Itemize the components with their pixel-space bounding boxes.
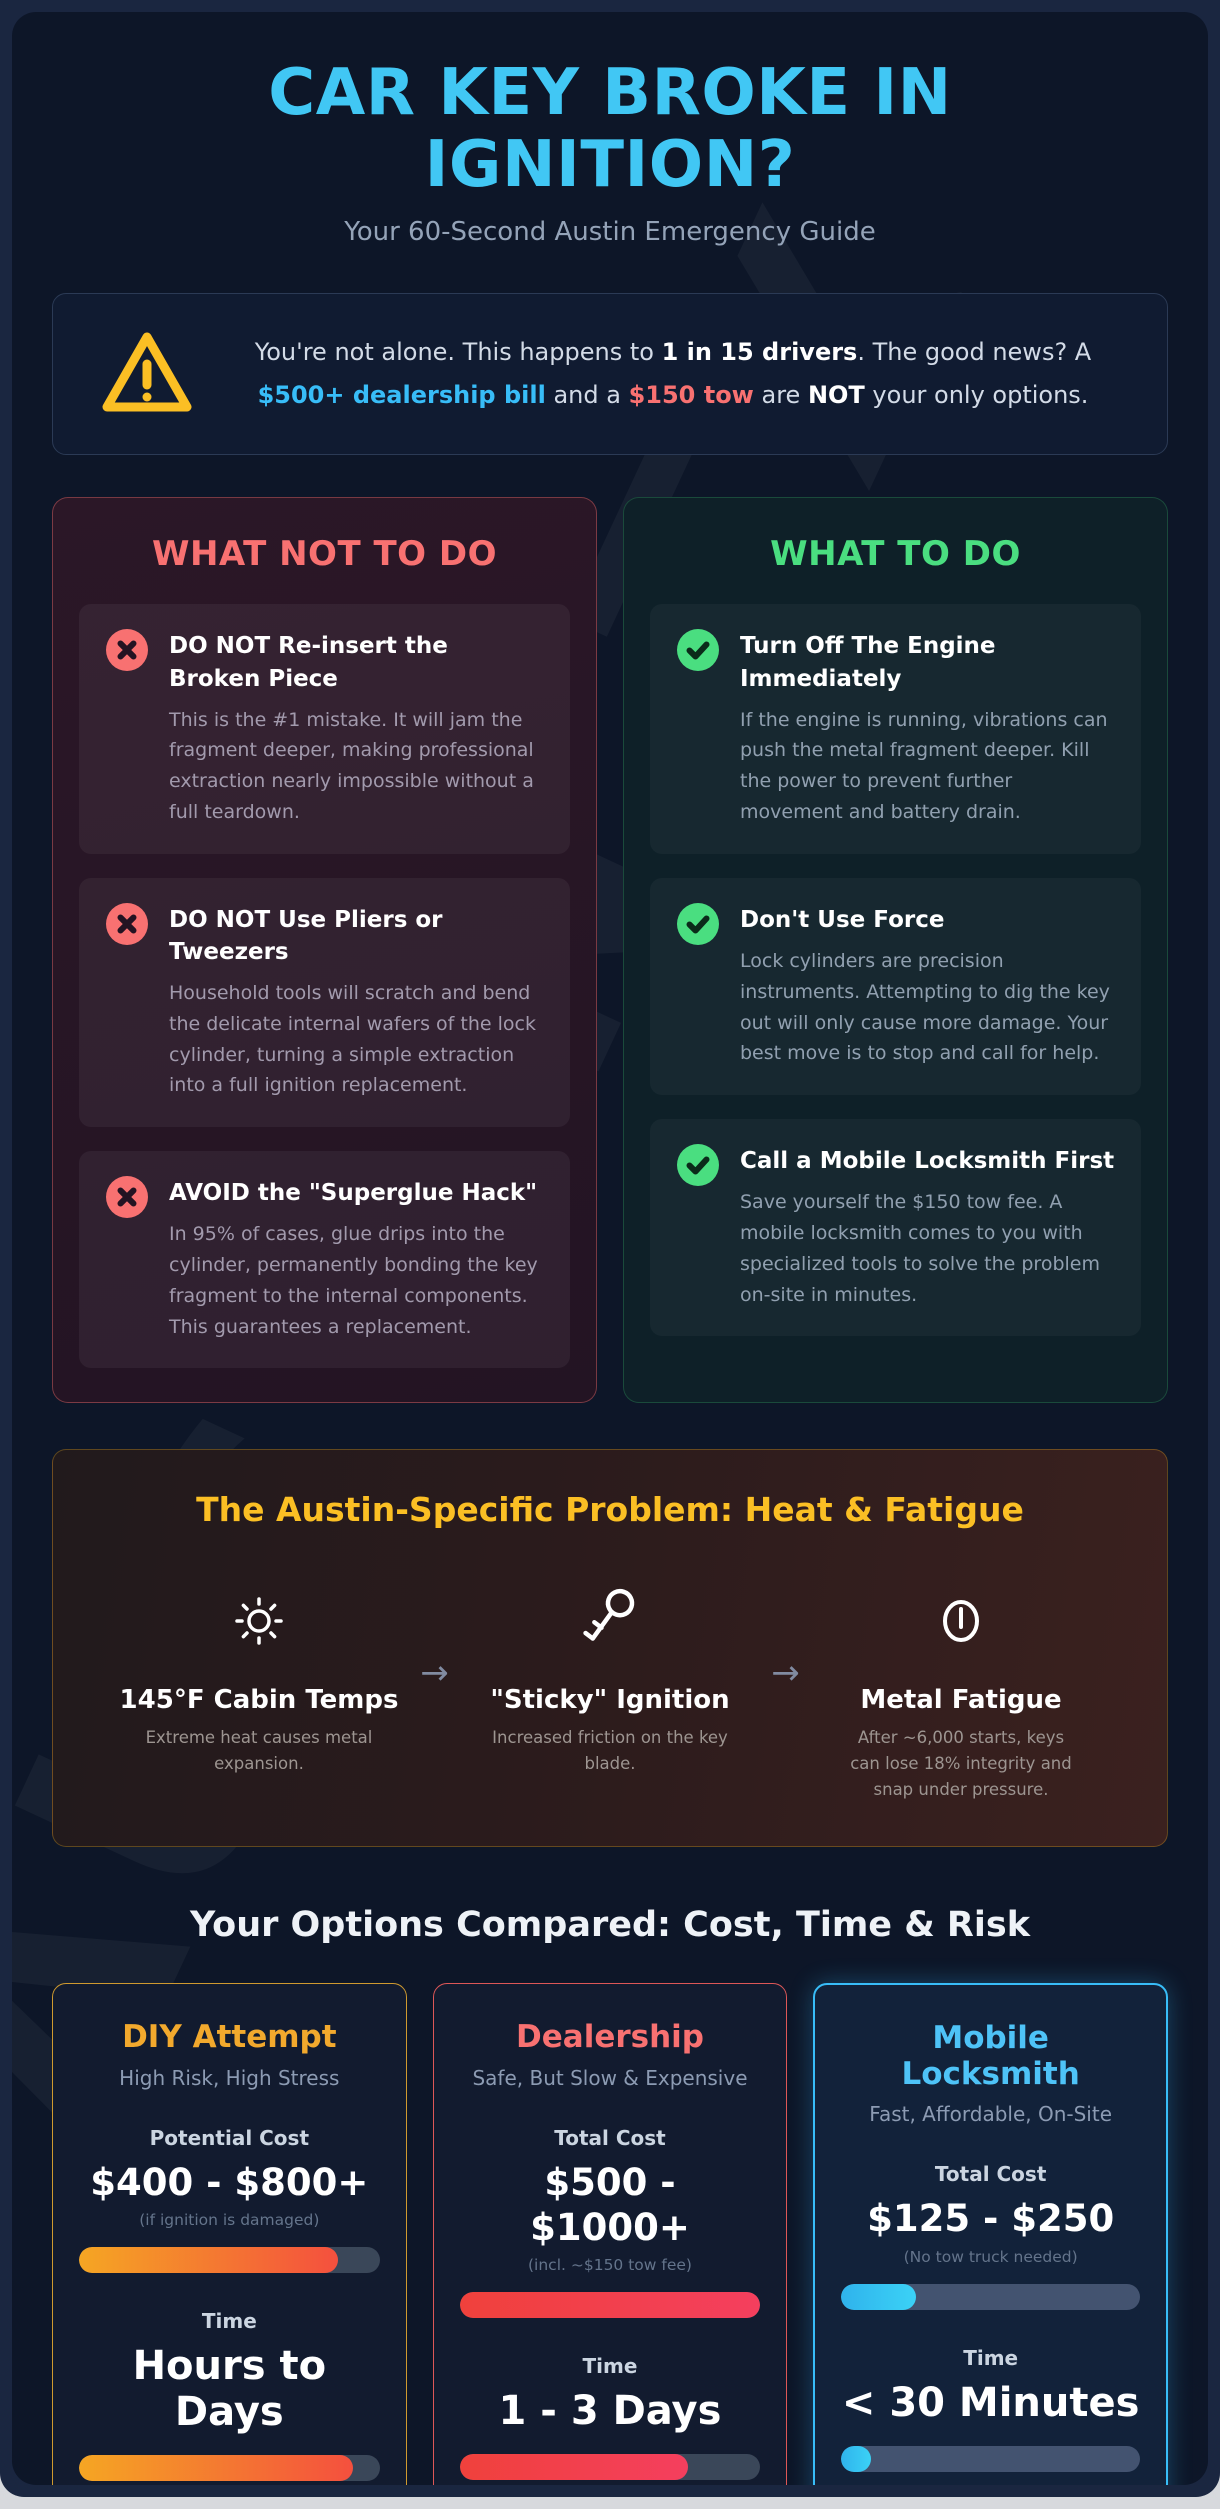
cost-bar	[459, 2292, 761, 2319]
warning-text: You're not alone. This happens to 1 in 1…	[254, 338, 1092, 410]
heat-item-cabin-temps: 145°F Cabin Temps Extreme heat causes me…	[109, 1575, 409, 1776]
cost-note: (if ignition is damaged)	[139, 2210, 320, 2229]
austin-problem-section: The Austin-Specific Problem: Heat & Fati…	[52, 1449, 1168, 1848]
dont-item: DO NOT Re-insert the Broken Piece This i…	[79, 604, 570, 854]
do-item-title: Call a Mobile Locksmith First	[740, 1148, 1115, 1175]
time-value: Hours to Days	[132, 2342, 327, 2435]
do-item-desc: Lock cylinders are precision instruments…	[740, 949, 1110, 1065]
time-bar	[79, 2454, 380, 2481]
x-circle-icon	[106, 629, 148, 672]
what-not-to-do-title: WHAT NOT TO DO	[151, 534, 498, 575]
option-title: Mobile Locksmith	[901, 2020, 1080, 2092]
time-bar	[841, 2445, 1140, 2472]
time-label: Time	[582, 2354, 638, 2379]
x-circle-icon	[106, 1176, 148, 1219]
time-bar	[459, 2454, 761, 2481]
cost-value: $125 - $250	[867, 2197, 1115, 2241]
check-circle-icon	[677, 1144, 719, 1187]
dont-item: DO NOT Use Pliers or Tweezers Household …	[79, 877, 570, 1128]
option-subtitle: Safe, But Slow & Expensive	[472, 2065, 748, 2090]
what-not-to-do-panel: WHAT NOT TO DO DO NOT Re-insert the Brok…	[52, 497, 597, 1404]
warning-triangle-icon	[102, 332, 192, 412]
dont-item-title: AVOID the "Superglue Hack"	[169, 1180, 538, 1207]
option-title: Dealership	[516, 2019, 704, 2056]
cost-value: $500 - $1000+	[530, 2160, 690, 2249]
do-item: Call a Mobile Locksmith First Save yours…	[650, 1119, 1141, 1337]
option-card-mobile-locksmith: Mobile Locksmith Fast, Affordable, On-Si…	[813, 1983, 1168, 2485]
option-card-dealership: Dealership Safe, But Slow & Expensive To…	[432, 1983, 788, 2485]
dont-item-title: DO NOT Re-insert the Broken Piece	[169, 633, 448, 692]
dont-item-desc: This is the #1 mistake. It will jam the …	[169, 708, 534, 824]
austin-problem-title: The Austin-Specific Problem: Heat & Fati…	[196, 1490, 1024, 1530]
do-item: Turn Off The Engine Immediately If the e…	[650, 604, 1141, 854]
option-subtitle: High Risk, High Stress	[119, 2065, 340, 2090]
cost-value: $400 - $800+	[90, 2160, 369, 2204]
sun-icon	[235, 1597, 283, 1646]
heat-item-title: Metal Fatigue	[860, 1685, 1062, 1716]
heat-item-desc: After ~6,000 starts, keys can lose 18% i…	[850, 1728, 1072, 1799]
arrow-right-icon: →	[420, 1653, 449, 1694]
heat-item-desc: Extreme heat causes metal expansion.	[145, 1728, 373, 1774]
warning-callout: You're not alone. This happens to 1 in 1…	[52, 293, 1168, 456]
heat-item-sticky-ignition: "Sticky" Ignition Increased friction on …	[460, 1575, 760, 1776]
dont-item-desc: In 95% of cases, glue drips into the cyl…	[169, 1223, 538, 1338]
main-card: AUSTIN TX CAR KEY BROKE IN IGNITION? You…	[12, 12, 1208, 2485]
check-circle-icon	[677, 629, 719, 672]
option-subtitle: Fast, Affordable, On-Site	[869, 2102, 1113, 2127]
x-circle-icon	[106, 902, 148, 945]
time-label: Time	[963, 2345, 1019, 2370]
do-item-title: Turn Off The Engine Immediately	[740, 633, 996, 692]
cost-note: (No tow truck needed)	[903, 2247, 1078, 2266]
power-icon	[943, 1600, 979, 1643]
what-to-do-panel: WHAT TO DO Turn Off The Engine Immediate…	[623, 497, 1168, 1404]
do-item-desc: If the engine is running, vibrations can…	[740, 708, 1108, 824]
page-subtitle: Your 60-Second Austin Emergency Guide	[344, 217, 876, 248]
option-card-diy: DIY Attempt High Risk, High Stress Poten…	[52, 1983, 407, 2485]
dont-item-desc: Household tools will scratch and bend th…	[169, 982, 536, 1097]
cost-label: Potential Cost	[149, 2125, 310, 2150]
option-title: DIY Attempt	[122, 2019, 337, 2056]
check-circle-icon	[677, 902, 719, 945]
cost-label: Total Cost	[554, 2125, 666, 2150]
cost-label: Total Cost	[934, 2162, 1047, 2187]
do-item: Don't Use Force Lock cylinders are preci…	[650, 877, 1141, 1096]
arrow-right-icon: →	[771, 1653, 800, 1694]
key-icon	[583, 1589, 635, 1642]
do-item-title: Don't Use Force	[740, 906, 945, 933]
time-label: Time	[201, 2308, 257, 2333]
dont-item-title: DO NOT Use Pliers or Tweezers	[169, 906, 443, 965]
options-heading: Your Options Compared: Cost, Time & Risk	[190, 1905, 1030, 1946]
cost-note: (incl. ~$150 tow fee)	[528, 2256, 692, 2275]
do-item-desc: Save yourself the $150 tow fee. A mobile…	[740, 1191, 1100, 1306]
what-to-do-title: WHAT TO DO	[770, 534, 1021, 575]
cost-bar	[79, 2246, 380, 2273]
heat-item-title: 145°F Cabin Temps	[119, 1685, 399, 1716]
time-value: < 30 Minutes	[841, 2379, 1140, 2426]
heat-item-desc: Increased friction on the key blade.	[492, 1728, 728, 1774]
heat-item-title: "Sticky" Ignition	[490, 1685, 730, 1716]
dont-item: AVOID the "Superglue Hack" In 95% of cas…	[79, 1151, 570, 1369]
cost-bar	[841, 2283, 1140, 2310]
heat-item-metal-fatigue: Metal Fatigue After ~6,000 starts, keys …	[811, 1575, 1111, 1802]
page-title: CAR KEY BROKE IN IGNITION?	[268, 56, 952, 202]
time-value: 1 - 3 Days	[498, 2388, 722, 2435]
